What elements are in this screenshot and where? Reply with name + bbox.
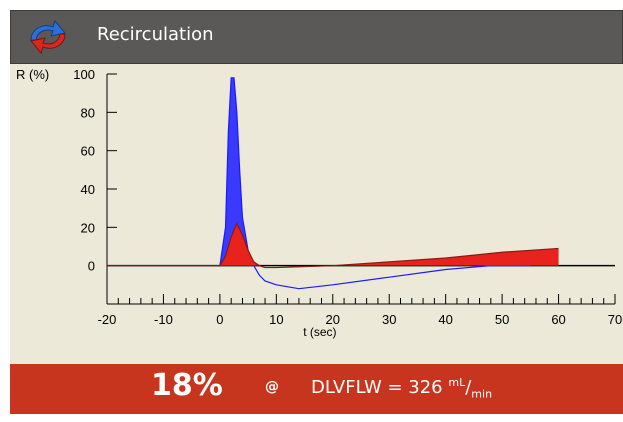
y-tick-label: 40 — [81, 182, 95, 197]
flow-label: DLVFLW = 326 — [311, 377, 443, 398]
x-tick-label: -10 — [154, 312, 173, 327]
recirculation-arrows-icon — [30, 19, 66, 55]
x-tick-label: 10 — [269, 312, 283, 327]
window-title: Recirculation — [97, 24, 214, 45]
red-area — [107, 223, 559, 266]
x-tick-label: -20 — [98, 312, 117, 327]
y-tick-label: 60 — [81, 144, 95, 159]
at-symbol: @ — [265, 379, 279, 395]
delivered-flow-readout: DLVFLW = 326 mL/min — [311, 376, 493, 401]
y-tick-label: 100 — [73, 67, 95, 82]
recirculation-chart: 100 80 60 40 20 0 R (%) -20 -10 0 10 20 30 40 50 60 70 t … — [10, 64, 623, 364]
x-tick-label: 40 — [438, 312, 452, 327]
recirculation-percent: 18% — [151, 368, 223, 403]
title-bar: Recirculation — [10, 10, 623, 64]
flow-unit-numerator: mL — [448, 376, 466, 389]
x-tick-label: 20 — [326, 312, 340, 327]
x-tick-label: 30 — [382, 312, 396, 327]
result-bar: 18% @ DLVFLW = 326 mL/min — [10, 364, 623, 414]
blue-area — [107, 77, 531, 266]
y-tick-label: 80 — [81, 105, 95, 120]
blue-line — [107, 77, 531, 290]
x-tick-label: 70 — [608, 312, 622, 327]
y-tick-label: 0 — [88, 259, 95, 274]
x-axis-label: t (sec) — [303, 325, 336, 339]
y-tick-label: 20 — [81, 220, 95, 235]
y-axis-label: R (%) — [16, 67, 49, 82]
flow-unit-denominator: min — [471, 387, 493, 401]
chart-svg: 100 80 60 40 20 0 R (%) -20 -10 0 10 20 30 40 50 60 70 t … — [16, 67, 622, 339]
red-line — [107, 222, 559, 269]
x-tick-label: 0 — [216, 312, 223, 327]
x-tick-label: 50 — [495, 312, 509, 327]
x-tick-label: 60 — [551, 312, 565, 327]
